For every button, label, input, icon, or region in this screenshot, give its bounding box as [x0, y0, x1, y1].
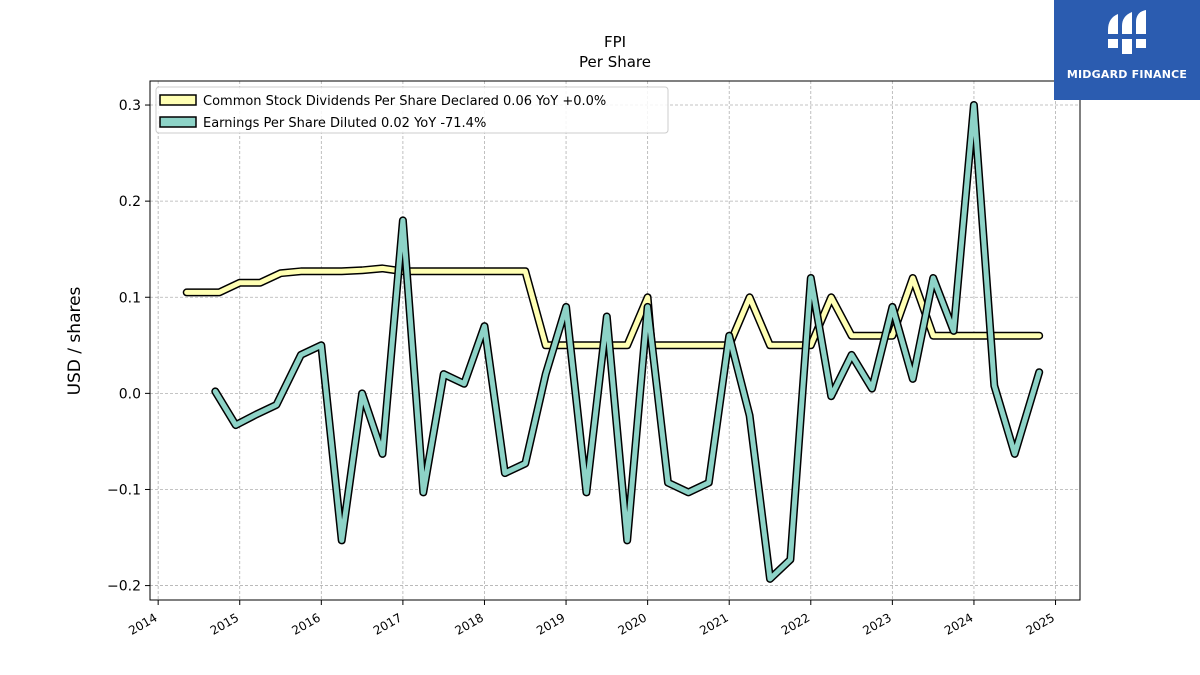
y-tick-label: 0.2 — [119, 194, 141, 210]
grid — [150, 81, 1080, 600]
y-tick-label: −0.2 — [107, 579, 141, 595]
y-tick-label: 0.1 — [119, 290, 141, 306]
series-layer — [182, 101, 1044, 583]
x-tick-label: 2023 — [860, 610, 893, 637]
y-tick-label: 0.3 — [119, 98, 141, 114]
x-tick-label: 2025 — [1024, 610, 1057, 637]
chart-title: FPI — [604, 33, 626, 51]
x-tick-label: 2014 — [126, 610, 159, 637]
x-tick-label: 2024 — [942, 610, 975, 637]
x-tick-label: 2017 — [371, 610, 404, 637]
midgard-logo-icon — [1106, 10, 1148, 54]
legend-box — [155, 86, 669, 134]
x-tick-label: 2018 — [453, 610, 486, 637]
brand-logo: MIDGARD FINANCE — [1054, 0, 1200, 100]
x-tick-label: 2015 — [208, 610, 241, 637]
chart-subtitle: Per Share — [579, 53, 651, 71]
x-tick-label: 2019 — [534, 610, 567, 637]
brand-logo-text: MIDGARD FINANCE — [1066, 68, 1188, 81]
legend-swatch — [159, 116, 197, 128]
y-axis-label: USD / shares — [65, 286, 85, 395]
y-tick-label: −0.1 — [107, 482, 141, 498]
x-tick-label: 2020 — [616, 610, 649, 637]
legend: Common Stock Dividends Per Share Declare… — [155, 86, 669, 134]
y-tick-label: 0.0 — [119, 386, 141, 402]
legend-swatch — [159, 94, 197, 106]
plot-frame — [149, 80, 1081, 601]
series-0-line — [184, 265, 1042, 348]
legend-label: Earnings Per Share Diluted 0.02 YoY -71.… — [203, 116, 486, 131]
x-tick-label: 2022 — [779, 610, 812, 637]
legend-label: Common Stock Dividends Per Share Declare… — [203, 94, 606, 109]
x-tick-label: 2021 — [697, 610, 730, 637]
x-tick-label: 2016 — [289, 610, 322, 637]
